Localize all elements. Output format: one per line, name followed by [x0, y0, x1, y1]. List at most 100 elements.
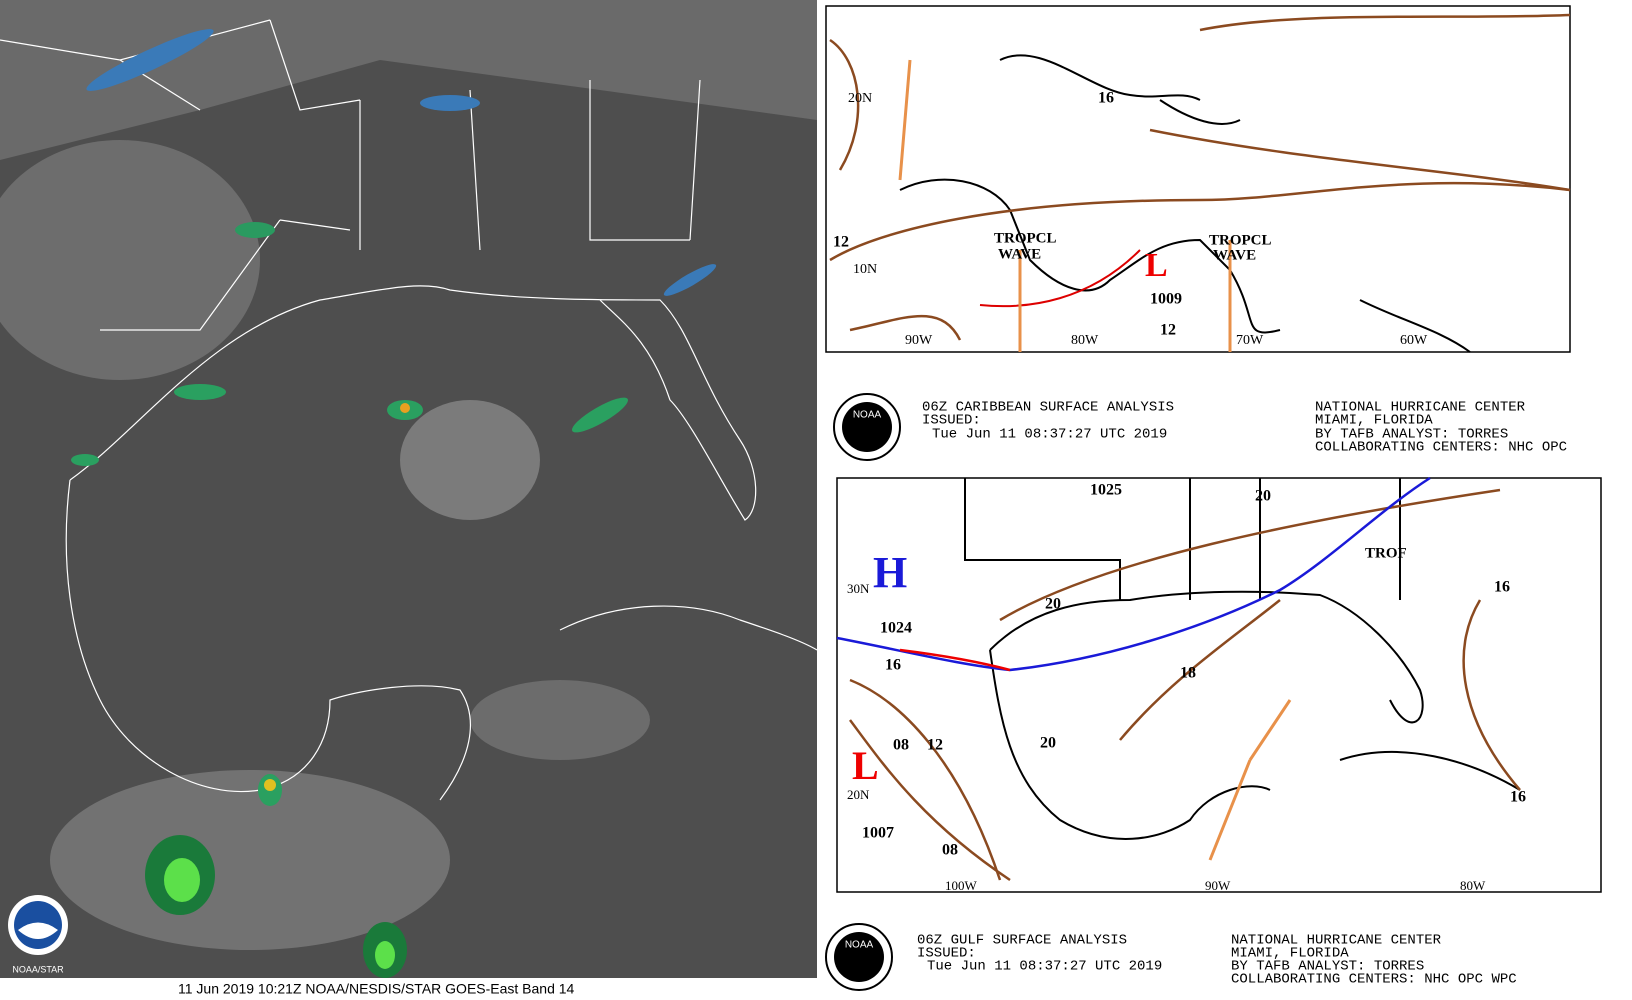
trough — [1208, 699, 1292, 861]
map-label: TROPCL — [994, 230, 1057, 246]
map-label: 90W — [905, 333, 933, 348]
header-city: MIAMI, FLORIDA — [1231, 946, 1349, 962]
front — [979, 249, 1141, 308]
map-label: 10N — [853, 262, 877, 277]
map-label: 1007 — [862, 825, 894, 842]
coastlines — [899, 54, 1471, 353]
map-label: 20N — [848, 91, 872, 106]
coastline — [1359, 299, 1471, 353]
coastline — [989, 590, 1424, 724]
map-label: TROF — [1365, 545, 1407, 561]
coastline — [69, 285, 757, 521]
map-label: 12 — [833, 234, 849, 251]
coastline — [65, 479, 471, 801]
isobar — [1149, 128, 1571, 192]
storm-cell — [264, 779, 276, 791]
header-center: NATIONAL HURRICANE CENTER — [1231, 933, 1442, 949]
isobar — [849, 314, 962, 341]
header-analyst: BY TAFB ANALYST: TORRES — [1315, 427, 1508, 443]
map-label: 20 — [1040, 735, 1056, 752]
map-label: 08 — [893, 737, 909, 754]
map-label: 1025 — [1090, 482, 1122, 499]
map-label: 1024 — [880, 620, 912, 637]
map-label: 20N — [847, 787, 870, 802]
isobars — [848, 488, 1521, 882]
caribbean-header: NOAA 06Z CARIBBEAN SURFACE ANALYSIS ISSU… — [833, 393, 1567, 461]
isobars — [829, 13, 1571, 341]
map-label: 90W — [1205, 878, 1231, 893]
storm-cell — [400, 403, 410, 413]
storm-cell — [235, 222, 275, 238]
map-label: 80W — [1460, 878, 1486, 893]
isobar — [848, 719, 1011, 882]
storm-cell — [86, 29, 214, 91]
satellite-caption: 11 Jun 2019 10:21Z NOAA/NESDIS/STAR GOES… — [178, 981, 575, 997]
map-label: WAVE — [998, 246, 1041, 262]
tropical-wave — [898, 59, 1232, 352]
isobar — [829, 181, 1571, 262]
coastlines — [964, 478, 1521, 840]
header-collab: COLLABORATING CENTERS: NHC OPC WPC — [1231, 972, 1517, 988]
header-analyst: BY TAFB ANALYST: TORRES — [1231, 959, 1424, 975]
header-time: Tue Jun 11 08:37:27 UTC 2019 — [932, 427, 1167, 443]
header-issued: ISSUED: — [917, 946, 976, 962]
cloud-area — [0, 140, 260, 380]
storm-cell — [164, 858, 200, 902]
cloud-area — [470, 680, 650, 760]
storm-cell — [572, 397, 628, 433]
map-label: 1009 — [1150, 291, 1182, 308]
cloud-area — [400, 400, 540, 520]
header-center: NATIONAL HURRICANE CENTER — [1315, 400, 1526, 416]
coastline — [899, 178, 1281, 334]
isobar — [1199, 13, 1571, 32]
map-label: 16 — [885, 657, 901, 674]
map-label: 18 — [1180, 665, 1196, 682]
stationary-front — [899, 648, 1011, 672]
coastline — [1339, 750, 1521, 791]
map-frame — [836, 477, 1602, 893]
isobar — [1119, 599, 1281, 741]
coastline — [559, 605, 818, 651]
convection — [71, 29, 717, 978]
map-label: 100W — [945, 878, 978, 893]
coastline — [999, 54, 1241, 125]
isobar — [849, 678, 1002, 881]
header-time: Tue Jun 11 08:37:27 UTC 2019 — [927, 959, 1162, 975]
storm-cell — [420, 95, 480, 111]
noaa-logo — [842, 402, 892, 452]
map-label: 60W — [1400, 333, 1428, 348]
header-issued: ISSUED: — [922, 413, 981, 429]
map-label: 08 — [942, 842, 958, 859]
map-label: 30N — [847, 581, 870, 596]
isobar — [1462, 599, 1521, 791]
map-label: WAVE — [1213, 247, 1256, 263]
map-label: 20 — [1045, 596, 1061, 613]
logo-credit: NOAA/STAR — [12, 964, 64, 974]
map-label: 20 — [1255, 488, 1271, 505]
map-label: H — [873, 548, 907, 597]
border — [964, 478, 1401, 600]
noaa-logo — [834, 932, 884, 982]
map-label: L — [852, 743, 879, 788]
map-label: 16 — [1510, 789, 1526, 806]
map-label: 70W — [1236, 333, 1264, 348]
isobar — [829, 38, 860, 171]
storm-cell — [71, 454, 99, 466]
logo-text: NOAA — [845, 940, 874, 951]
coastline — [989, 649, 1271, 840]
isobar — [999, 488, 1501, 622]
map-label: 80W — [1071, 333, 1099, 348]
storm-cell — [375, 941, 395, 969]
map-label: L — [1145, 247, 1168, 284]
gulf-map: H 1024 16 1025 TROF 20 20 18 16 16 L 08 12 20 1007 08 30… — [836, 476, 1602, 893]
cold-front — [836, 476, 1431, 672]
header-collab: COLLABORATING CENTERS: NHC OPC — [1315, 440, 1567, 456]
noaa-logo — [18, 922, 58, 939]
header-title: 06Z GULF SURFACE ANALYSIS — [917, 933, 1127, 949]
storm-cell — [174, 384, 226, 400]
map-label: 12 — [927, 737, 943, 754]
header-title: 06Z CARIBBEAN SURFACE ANALYSIS — [922, 400, 1174, 416]
